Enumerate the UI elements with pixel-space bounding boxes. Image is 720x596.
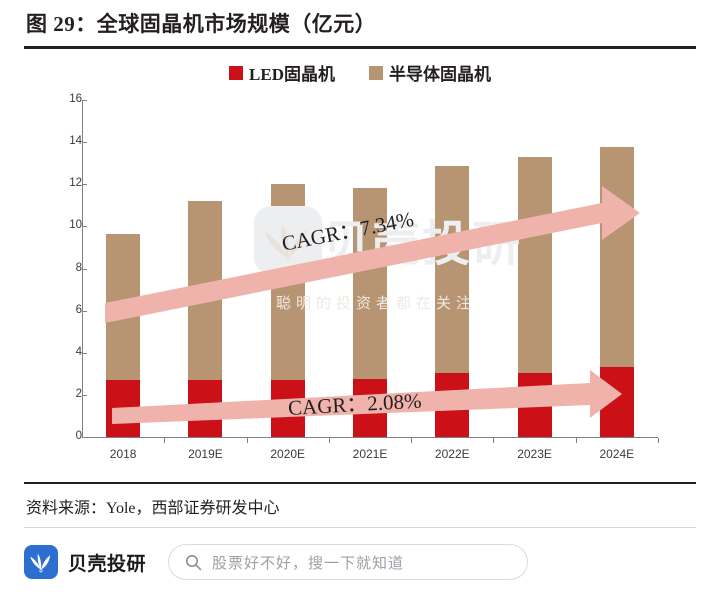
y-tick-value: 14 bbox=[69, 135, 82, 148]
stacked-bar bbox=[599, 147, 634, 437]
y-tick-label: 4 bbox=[44, 346, 82, 357]
y-tick-value: 16 bbox=[69, 93, 82, 105]
y-tick-label: 2 bbox=[44, 388, 82, 399]
bar-segment-semiconductor bbox=[517, 156, 552, 373]
source-text: 资料来源：Yole，西部证券研发中心 bbox=[26, 500, 280, 517]
x-tick-label: 2019E bbox=[188, 447, 223, 461]
footer-brand-bar: 贝壳投研 股票好不好，搜一下就知道 bbox=[24, 540, 529, 584]
bar-segment-semiconductor bbox=[435, 166, 470, 373]
chart-legend: LED固晶机 半导体固晶机 bbox=[0, 60, 720, 85]
bar-segment-led bbox=[517, 372, 552, 437]
y-tick-label: 16 bbox=[44, 93, 82, 104]
x-tick-label: 2018 bbox=[109, 447, 137, 461]
x-tick-mark bbox=[575, 438, 577, 443]
x-tick-mark bbox=[328, 438, 330, 443]
bar-segment-led bbox=[106, 379, 141, 437]
y-tick-label: 12 bbox=[44, 178, 82, 189]
legend-square-red-icon bbox=[229, 65, 244, 80]
y-tick-label: 6 bbox=[44, 304, 82, 315]
bar-segment-semiconductor bbox=[599, 147, 634, 368]
footer-brand-name: 贝壳投研 bbox=[68, 553, 147, 575]
x-tick-label: 2023E bbox=[517, 447, 552, 461]
bar-segment-semiconductor bbox=[270, 184, 305, 380]
x-tick-label: 2020E bbox=[270, 447, 306, 461]
x-tick-label: 2022E bbox=[434, 447, 470, 461]
search-placeholder: 股票好不好，搜一下就知道 bbox=[212, 554, 405, 572]
y-tick-value: 12 bbox=[69, 177, 82, 190]
x-tick-label: 2021E bbox=[352, 447, 388, 461]
bar-segment-led bbox=[188, 379, 223, 437]
title-divider bbox=[24, 46, 696, 49]
footer-divider bbox=[24, 527, 696, 528]
y-tick-mark bbox=[82, 268, 87, 270]
legend-square-tan-icon bbox=[368, 65, 383, 80]
brand-logo bbox=[24, 545, 58, 579]
bar-segment-semiconductor bbox=[106, 233, 141, 380]
bar-segment-led bbox=[599, 367, 634, 437]
y-tick-value: 0 bbox=[75, 430, 82, 442]
x-tick-label: 2024E bbox=[599, 447, 635, 461]
y-tick-label: 0 bbox=[44, 430, 82, 441]
stacked-bar bbox=[517, 156, 552, 437]
y-tick-mark bbox=[82, 142, 87, 144]
stacked-bar bbox=[106, 233, 141, 437]
y-tick-value: 4 bbox=[75, 345, 82, 358]
x-tick-mark bbox=[658, 438, 659, 443]
y-tick-value: 8 bbox=[75, 261, 82, 274]
legend-label-led: LED固晶机 bbox=[249, 65, 335, 84]
y-tick-value: 10 bbox=[69, 219, 82, 232]
stacked-bar bbox=[188, 201, 223, 437]
y-tick-label: 14 bbox=[44, 136, 82, 147]
y-tick-label: 8 bbox=[44, 262, 82, 273]
y-tick-value: 2 bbox=[75, 387, 82, 400]
bar-segment-semiconductor bbox=[188, 201, 223, 380]
source-divider bbox=[24, 482, 696, 484]
y-tick-mark bbox=[82, 437, 87, 438]
y-tick-mark bbox=[82, 184, 87, 186]
search-input[interactable]: 股票好不好，搜一下就知道 bbox=[168, 544, 529, 580]
stacked-bar bbox=[435, 166, 470, 437]
y-tick-label: 10 bbox=[44, 220, 82, 231]
legend-label-semiconductor: 半导体固晶机 bbox=[388, 65, 491, 84]
y-tick-value: 6 bbox=[75, 303, 82, 316]
y-tick-mark bbox=[82, 226, 87, 228]
page-title: 图 29：全球固晶机市场规模（亿元） bbox=[26, 12, 377, 36]
bar-segment-led bbox=[435, 372, 470, 437]
y-tick-mark bbox=[82, 394, 87, 396]
x-axis bbox=[82, 437, 658, 438]
x-tick-mark bbox=[246, 438, 248, 443]
legend-item-led: LED固晶机 bbox=[229, 60, 335, 85]
y-tick-mark bbox=[82, 100, 87, 101]
legend-item-semiconductor: 半导体固晶机 bbox=[368, 60, 491, 85]
x-tick-mark bbox=[493, 438, 495, 443]
shell-fan-icon bbox=[30, 553, 51, 573]
x-tick-mark bbox=[164, 438, 166, 443]
y-tick-mark bbox=[82, 310, 87, 312]
search-icon bbox=[186, 554, 202, 570]
y-tick-mark bbox=[82, 352, 87, 354]
x-tick-mark bbox=[411, 438, 413, 443]
